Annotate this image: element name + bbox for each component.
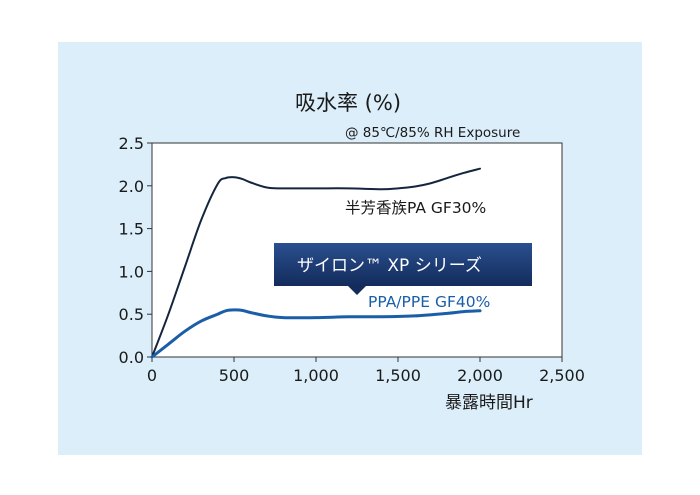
y-tick-label: 1.5: [119, 220, 144, 239]
callout-badge-box: [274, 243, 532, 286]
x-axis: 0 500 1,000 1,500 2,000 2,500: [147, 357, 585, 385]
x-tick-label: 2,000: [457, 366, 503, 385]
y-tick-label: 0.5: [119, 305, 144, 324]
series-label-ppa-ppe: PPA/PPE GF40%: [368, 293, 490, 311]
chart-title: 吸水率 (%): [295, 91, 401, 115]
x-tick-label: 1,000: [293, 366, 339, 385]
y-axis: 0.0 0.5 1.0 1.5 2.0 2.5: [119, 134, 152, 367]
chart-subtitle: @ 85℃/85% RH Exposure: [345, 125, 520, 141]
series-label-semi-aromatic-pa: 半芳香族PA GF30%: [345, 199, 486, 217]
x-tick-label: 0: [147, 366, 157, 385]
x-tick-label: 1,500: [375, 366, 421, 385]
y-tick-label: 2.0: [119, 177, 144, 196]
x-tick-label: 500: [219, 366, 250, 385]
y-tick-label: 2.5: [119, 134, 144, 153]
y-tick-label: 0.0: [119, 348, 144, 367]
series-line-1: [151, 167, 481, 358]
x-axis-label: 暴露時間Hr: [445, 393, 533, 413]
callout-badge-text: ザイロン™ XP シリーズ: [297, 256, 482, 276]
series-layer: [150, 167, 482, 359]
series-line-2: [150, 308, 482, 359]
callout-pointer: [348, 286, 366, 295]
y-tick-label: 1.0: [119, 262, 144, 281]
x-tick-label: 2,500: [539, 366, 585, 385]
callout-badge: ザイロン™ XP シリーズ: [274, 243, 532, 295]
